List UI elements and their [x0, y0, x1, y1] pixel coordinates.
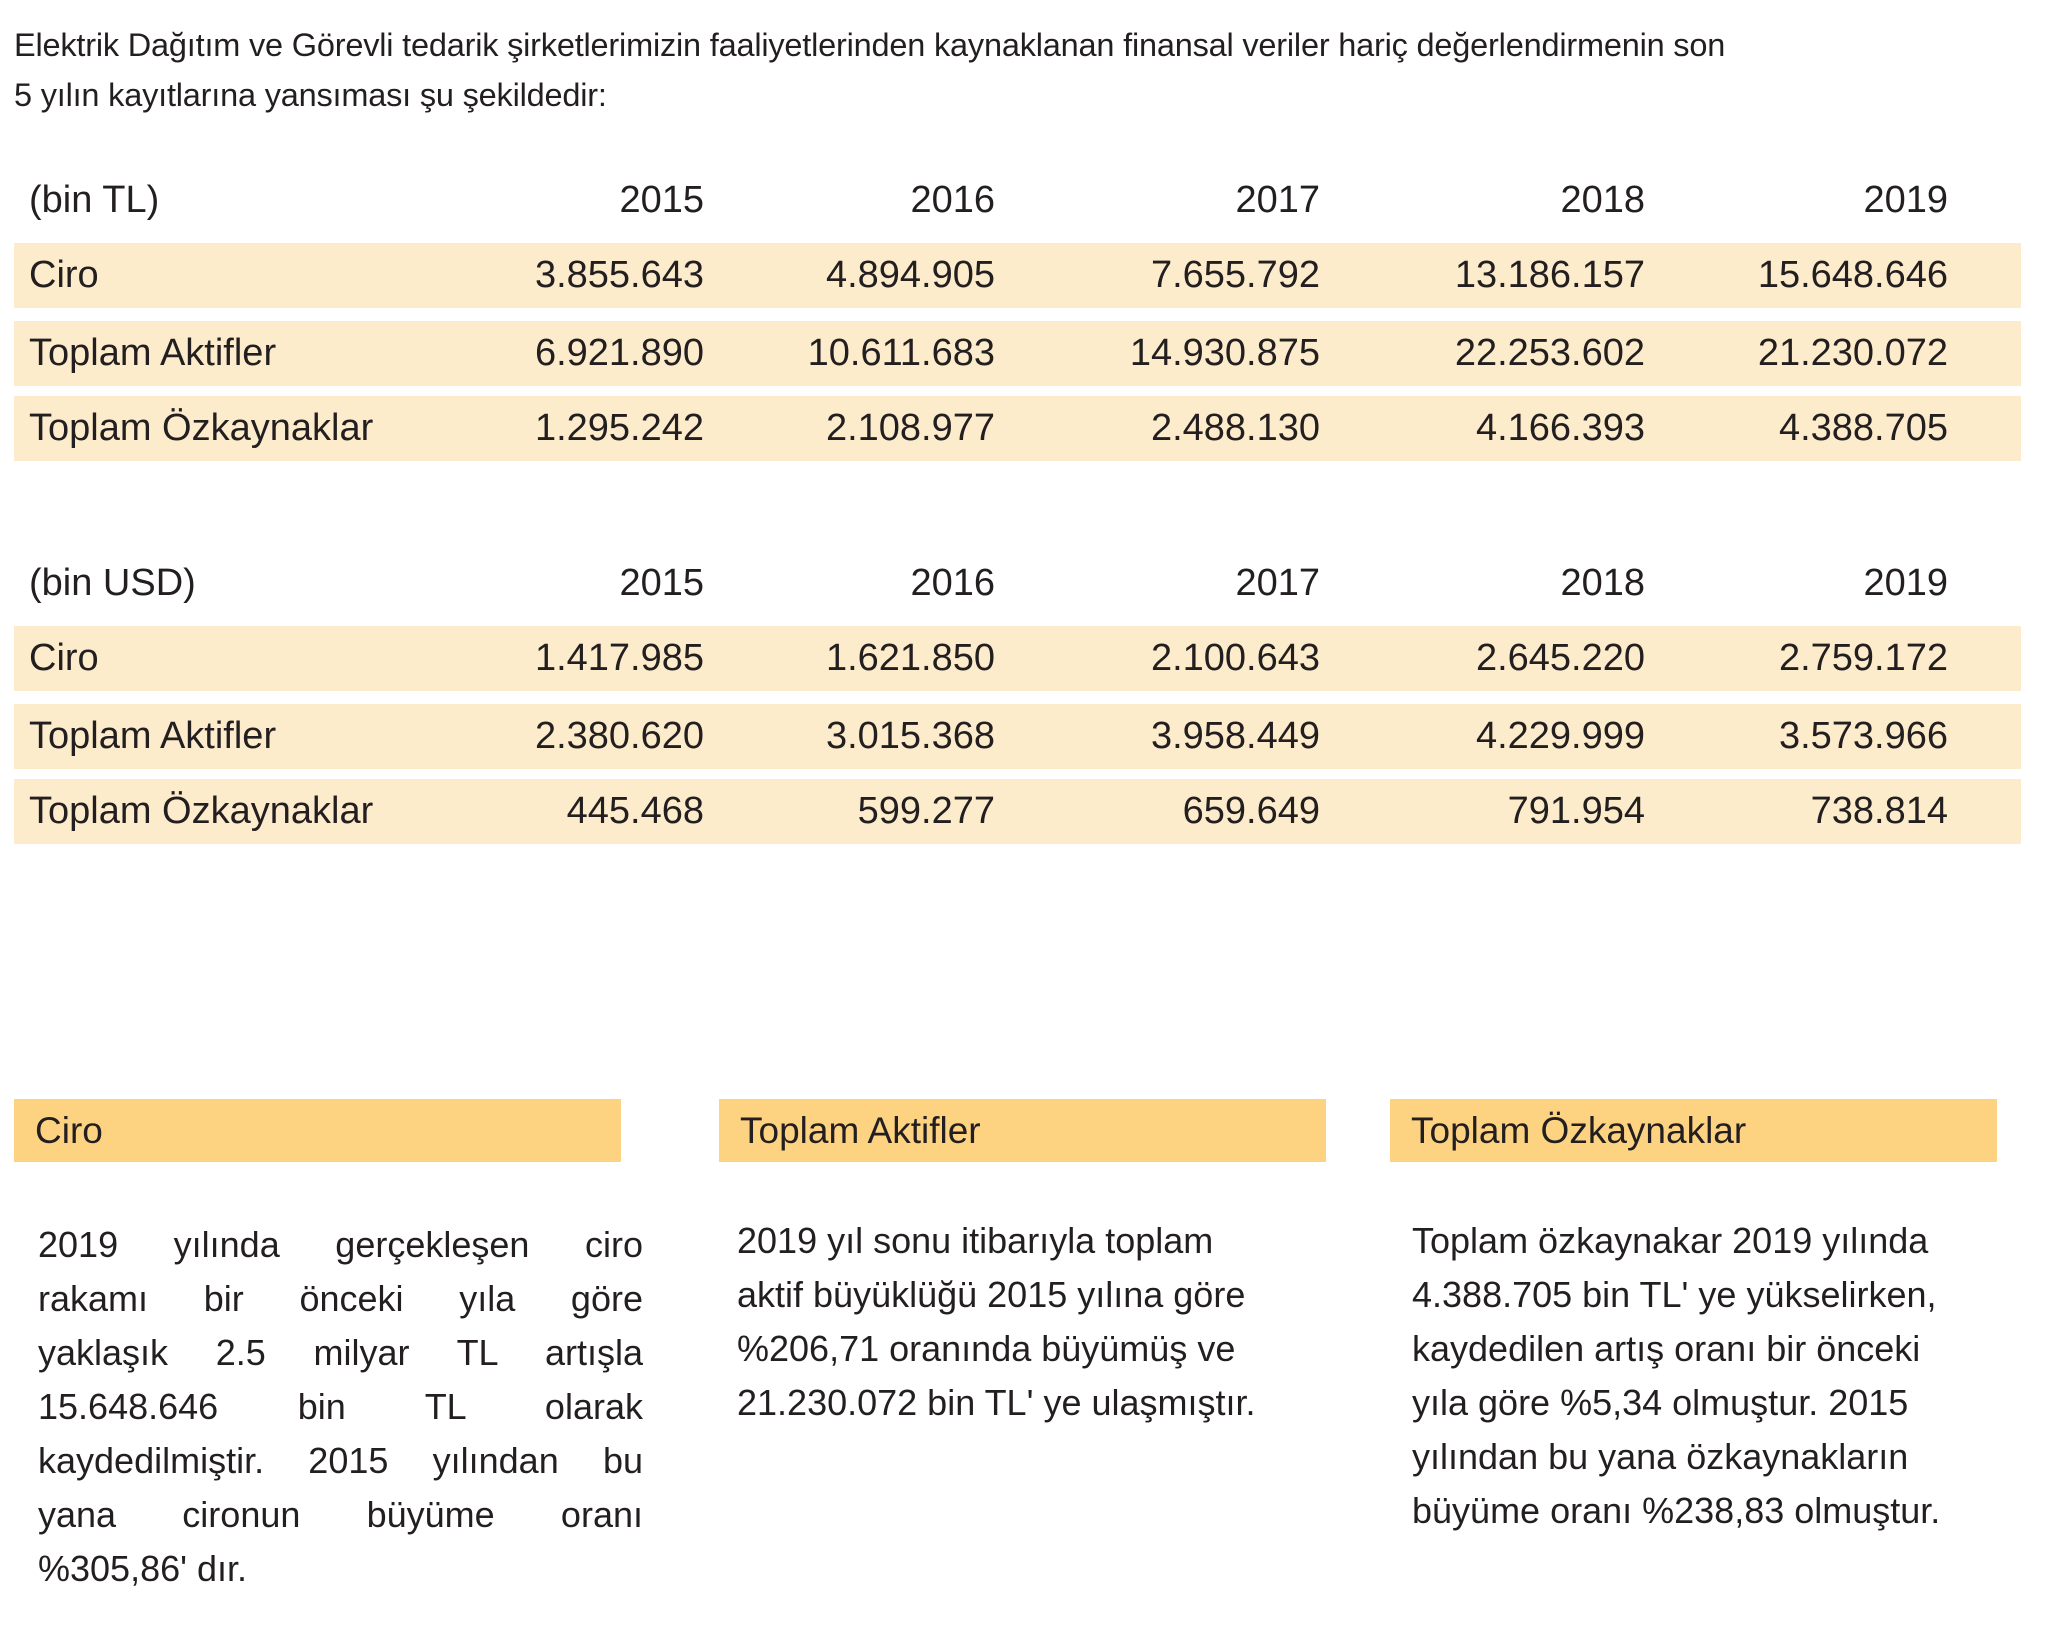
table-cell: 599.277 — [857, 790, 995, 832]
paragraph-line: 15.648.646 bin TL olarak — [38, 1386, 643, 1427]
row-label: Ciro — [29, 637, 99, 679]
paragraph-line: yana cironun büyüme oranı — [38, 1494, 643, 1535]
table-cell: 3.015.368 — [825, 715, 995, 757]
table-cell: 4.894.905 — [825, 254, 995, 296]
table-cell: 22.253.602 — [1454, 332, 1645, 374]
paragraph-line: kaydedilen artış oranı bir önceki — [1412, 1328, 1921, 1369]
year-header: 2017 — [1235, 179, 1320, 221]
paragraph-line: 2019 yılında gerçekleşen ciro — [38, 1224, 643, 1265]
paragraph-line: aktif büyüklüğü 2015 yılına göre — [737, 1274, 1246, 1315]
row-label: Toplam Özkaynaklar — [29, 790, 374, 832]
intro-line: Elektrik Dağıtım ve Görevli tedarik şirk… — [14, 27, 1726, 63]
paragraph-line: yılından bu yana özkaynakların — [1412, 1436, 1909, 1477]
row-label: Ciro — [29, 254, 99, 296]
table-cell: 7.655.792 — [1150, 254, 1320, 296]
table-cell: 3.958.449 — [1150, 715, 1320, 757]
table-cell: 791.954 — [1507, 790, 1645, 832]
year-header: 2015 — [619, 562, 704, 604]
table-cell: 2.108.977 — [825, 407, 995, 449]
table-cell: 14.930.875 — [1129, 332, 1320, 374]
table-cell: 2.380.620 — [534, 715, 704, 757]
year-header: 2016 — [910, 562, 995, 604]
year-header: 2016 — [910, 179, 995, 221]
table-header-row: (bin TL) 2015 2016 2017 2018 2019 — [14, 168, 2021, 233]
table-cell: 21.230.072 — [1757, 332, 1948, 374]
table-cell: 659.649 — [1182, 790, 1320, 832]
section-paragraph: Toplam özkaynakar 2019 yılında 4.388.705 … — [1412, 1214, 2032, 1538]
table-cell: 4.229.999 — [1475, 715, 1645, 757]
table-cell: 2.759.172 — [1778, 637, 1948, 679]
table-row: Toplam Aktifler 6.921.890 10.611.683 14.930… — [14, 321, 2021, 386]
paragraph-line: %305,86' dır. — [38, 1548, 248, 1589]
year-header: 2017 — [1235, 562, 1320, 604]
section-title: Ciro — [35, 1110, 103, 1151]
table-cell: 1.417.985 — [534, 637, 704, 679]
table-cell: 1.621.850 — [825, 637, 995, 679]
table-cell: 2.645.220 — [1475, 637, 1645, 679]
table-header-row: (bin USD) 2015 2016 2017 2018 2019 — [14, 551, 2021, 616]
year-header: 2019 — [1863, 562, 1948, 604]
section-title: Toplam Özkaynaklar — [1411, 1110, 1747, 1151]
paragraph-line: %206,71 oranında büyümüş ve — [737, 1328, 1236, 1369]
intro-text: Elektrik Dağıtım ve Görevli tedarik şirk… — [14, 20, 1725, 120]
row-label: Toplam Aktifler — [29, 332, 277, 374]
table-cell: 13.186.157 — [1454, 254, 1645, 296]
section-paragraph: 2019 yıl sonu itibarıyla toplam aktif büy… — [737, 1214, 1377, 1430]
section-header: Ciro — [14, 1099, 621, 1162]
table-row: Toplam Özkaynaklar 445.468 599.277 659.649 7… — [14, 779, 2021, 844]
paragraph-line: yaklaşık 2.5 milyar TL artışla — [38, 1332, 643, 1373]
table-cell: 6.921.890 — [534, 332, 704, 374]
table-row: Toplam Özkaynaklar 1.295.242 2.108.977 2.48… — [14, 396, 2021, 461]
paragraph-line: kaydedilmiştir. 2015 yılından bu — [38, 1440, 643, 1481]
section-header: Toplam Aktifler — [719, 1099, 1326, 1162]
table-cell: 3.855.643 — [534, 254, 704, 296]
year-header: 2015 — [619, 179, 704, 221]
row-label: Toplam Aktifler — [29, 715, 277, 757]
table-row: Toplam Aktifler 2.380.620 3.015.368 3.958.4… — [14, 704, 2021, 769]
table-row: Ciro 1.417.985 1.621.850 2.100.643 2.645.220… — [14, 626, 2021, 691]
table-row: Ciro 3.855.643 4.894.905 7.655.792 13.186.15… — [14, 243, 2021, 308]
table-cell: 1.295.242 — [534, 407, 704, 449]
table-cell: 738.814 — [1810, 790, 1948, 832]
section-paragraph: 2019 yılında gerçekleşen ciro rakamı bir … — [38, 1218, 643, 1596]
section-title: Toplam Aktifler — [740, 1110, 981, 1151]
row-label: Toplam Özkaynaklar — [29, 407, 374, 449]
section-header: Toplam Özkaynaklar — [1390, 1099, 1997, 1162]
year-header: 2018 — [1560, 562, 1645, 604]
table-cell: 2.488.130 — [1150, 407, 1320, 449]
unit-label: (bin USD) — [29, 562, 196, 604]
table-cell: 4.166.393 — [1475, 407, 1645, 449]
paragraph-line: büyüme oranı %238,83 olmuştur. — [1412, 1490, 1941, 1531]
paragraph-line: Toplam özkaynakar 2019 yılında — [1412, 1220, 1929, 1261]
table-cell: 10.611.683 — [807, 332, 995, 374]
table-cell: 15.648.646 — [1757, 254, 1948, 296]
paragraph-line: 21.230.072 bin TL' ye ulaşmıştır. — [737, 1382, 1256, 1423]
unit-label: (bin TL) — [29, 179, 160, 221]
year-header: 2019 — [1863, 179, 1948, 221]
year-header: 2018 — [1560, 179, 1645, 221]
table-cell: 2.100.643 — [1150, 637, 1320, 679]
paragraph-line: 2019 yıl sonu itibarıyla toplam — [737, 1220, 1214, 1261]
paragraph-line: 4.388.705 bin TL' ye yükselirken, — [1412, 1274, 1937, 1315]
intro-line: 5 yılın kayıtlarına yansıması şu şekilde… — [14, 77, 607, 113]
paragraph-line: rakamı bir önceki yıla göre — [38, 1278, 643, 1319]
table-cell: 445.468 — [566, 790, 704, 832]
table-cell: 4.388.705 — [1778, 407, 1948, 449]
paragraph-line: yıla göre %5,34 olmuştur. 2015 — [1412, 1382, 1909, 1423]
table-cell: 3.573.966 — [1778, 715, 1948, 757]
